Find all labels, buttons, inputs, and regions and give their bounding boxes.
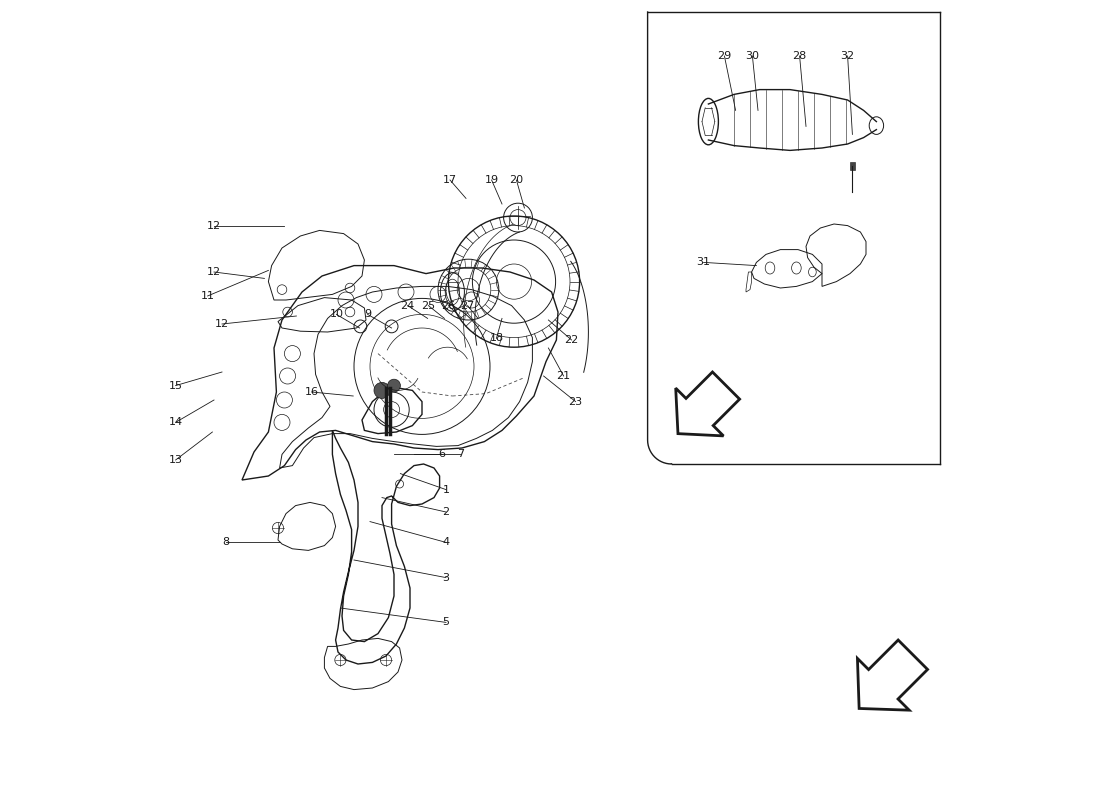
Text: 6: 6 [439,450,446,459]
Text: 29: 29 [717,51,732,61]
Text: 14: 14 [168,418,183,427]
Text: 24: 24 [400,301,415,310]
Text: 13: 13 [168,455,183,465]
Text: 10: 10 [329,310,343,319]
Text: 18: 18 [490,334,504,343]
Text: 4: 4 [442,538,450,547]
Text: 32: 32 [840,51,855,61]
Text: 2: 2 [442,507,450,517]
Text: 31: 31 [696,258,711,267]
Text: 15: 15 [168,381,183,390]
Text: 17: 17 [443,175,458,185]
Circle shape [374,382,390,398]
Bar [850,162,855,170]
Polygon shape [675,372,739,436]
Text: 20: 20 [509,175,524,185]
Text: 23: 23 [569,397,583,406]
Text: 16: 16 [305,387,319,397]
Text: 11: 11 [200,291,214,301]
Text: 22: 22 [564,335,579,345]
Text: 25: 25 [421,301,436,310]
Text: 12: 12 [207,267,221,277]
Text: 9: 9 [364,310,371,319]
Text: 21: 21 [557,371,571,381]
Circle shape [387,379,400,392]
Text: 28: 28 [792,51,806,61]
Text: 19: 19 [484,175,498,185]
Text: 7: 7 [456,450,464,459]
Text: 3: 3 [442,573,450,582]
Text: 26: 26 [441,301,455,310]
Text: 12: 12 [207,221,221,230]
Text: 8: 8 [222,538,230,547]
Text: 5: 5 [442,618,450,627]
Text: 27: 27 [461,301,475,310]
Text: 12: 12 [214,319,229,329]
Polygon shape [857,640,927,710]
Text: 30: 30 [746,51,759,61]
Text: 1: 1 [442,485,450,494]
